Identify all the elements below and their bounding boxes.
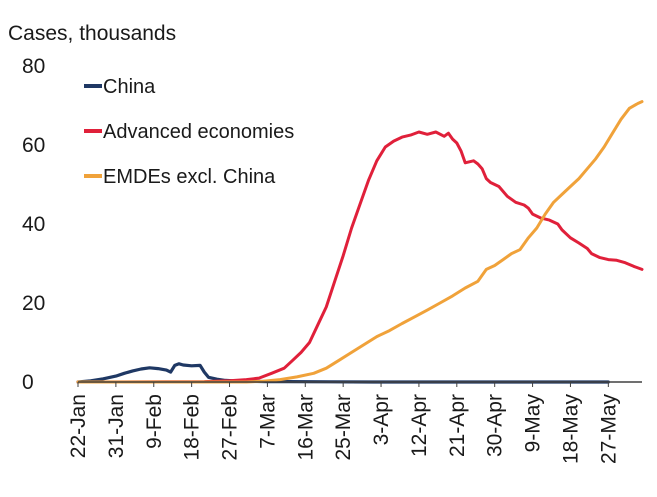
x-tick-label: 9-May	[522, 394, 545, 453]
series-line-advanced-economies	[76, 130, 644, 384]
y-tick-label: 0	[22, 371, 34, 394]
y-tick-label: 40	[22, 213, 45, 236]
x-axis-tick-labels: 22-Jan 31-Jan 9-Feb 18-Feb 27-Feb 7-Mar 16-Mar…	[67, 394, 620, 465]
x-axis-tick-marks	[77, 382, 609, 387]
x-tick-label: 30-Apr	[484, 394, 507, 457]
y-tick-label: 80	[22, 55, 45, 78]
legend-label-china: China	[103, 76, 156, 98]
series-line-china	[76, 362, 610, 384]
x-tick-label: 27-Feb	[219, 394, 242, 461]
series-line-emdes-excl-china	[76, 100, 644, 384]
y-axis-unit-label: Cases, thousands	[8, 22, 176, 45]
x-tick-label: 25-Mar	[332, 394, 355, 461]
series-lines	[76, 100, 644, 384]
x-tick-label: 12-Apr	[408, 394, 431, 457]
x-tick-label: 22-Jan	[67, 394, 90, 458]
x-tick-label: 31-Jan	[105, 394, 128, 458]
x-tick-label: 21-Apr	[446, 394, 469, 457]
x-tick-label: 7-Mar	[256, 394, 279, 449]
x-tick-label: 18-Feb	[181, 394, 204, 461]
x-tick-label: 9-Feb	[143, 394, 166, 449]
x-tick-label: 16-Mar	[294, 394, 317, 461]
x-tick-label: 3-Apr	[370, 394, 393, 445]
y-tick-label: 60	[22, 134, 45, 157]
x-tick-label: 27-May	[597, 394, 620, 465]
y-axis-ticks: 0 20 40 60 80	[22, 55, 45, 394]
legend-label-advanced-economies: Advanced economies	[103, 121, 294, 143]
y-tick-label: 20	[22, 292, 45, 315]
x-tick-label: 18-May	[559, 394, 582, 465]
legend: China Advanced economies EMDEs excl. China	[84, 76, 294, 188]
legend-label-emdes-excl-china: EMDEs excl. China	[103, 166, 276, 188]
